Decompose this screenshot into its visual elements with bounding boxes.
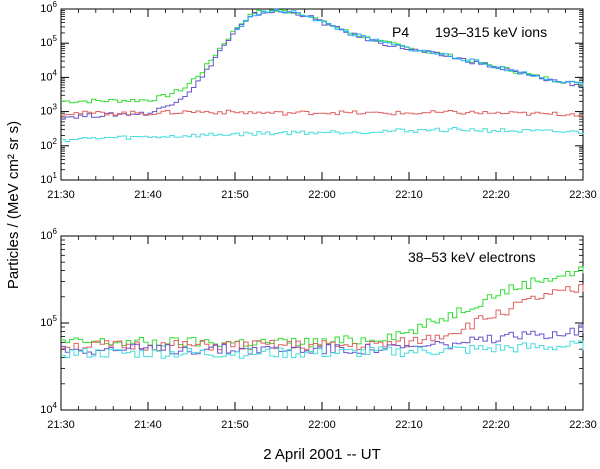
x-axis-title: 2 April 2001 -- UT [263,446,381,463]
x-tick-label: 21:30 [47,419,75,431]
x-ticks-ions: 21:30 21:40 21:50 22:00 22:10 22:20 22:30 [47,9,597,201]
y-tick-label: 104 [40,68,57,83]
panel-electrons: 104 105 106 21:30 21:40 21:50 22:00 22:10 22:20… [40,227,596,431]
y-tick-label: 101 [40,171,57,186]
x-tick-label: 22:00 [308,189,336,201]
y-tick-label: 104 [40,401,57,416]
x-tick-label: 21:30 [47,189,75,201]
y-tick-label: 102 [40,137,57,152]
x-tick-label: 22:30 [569,189,597,201]
y-axis-title: Particles / (MeV cm² sr s) [5,121,22,289]
panel-label-p4: P4 [392,24,409,40]
x-tick-label: 22:20 [482,189,510,201]
x-tick-label: 21:40 [134,419,162,431]
x-tick-label: 22:10 [395,189,423,201]
x-tick-label: 22:30 [569,419,597,431]
series-ions [61,8,584,142]
panel-sublabel-electrons: 38–53 keV electrons [408,249,536,265]
series-line [61,109,584,117]
x-tick-label: 21:50 [221,189,249,201]
series-line [61,340,584,359]
panel-sublabel-ions: 193–315 keV ions [435,24,547,40]
x-tick-label: 22:00 [308,419,336,431]
x-tick-label: 22:10 [395,419,423,431]
y-tick-label: 106 [40,0,57,15]
series-line [61,9,584,120]
series-electrons [61,266,584,359]
y-tick-label: 106 [40,227,57,242]
x-tick-label: 21:50 [221,419,249,431]
series-line [61,127,584,142]
x-tick-label: 21:40 [134,189,162,201]
y-ticks-ions: 101 102 103 104 105 106 [40,0,583,186]
y-tick-label: 105 [40,34,57,49]
series-line [235,8,584,86]
y-ticks-electrons: 104 105 106 [40,227,583,416]
x-ticks-electrons: 21:30 21:40 21:50 22:00 22:10 22:20 22:30 [47,236,597,431]
x-tick-label: 22:20 [482,419,510,431]
y-tick-label: 103 [40,103,57,118]
series-line [61,324,584,355]
y-tick-label: 105 [40,314,57,329]
